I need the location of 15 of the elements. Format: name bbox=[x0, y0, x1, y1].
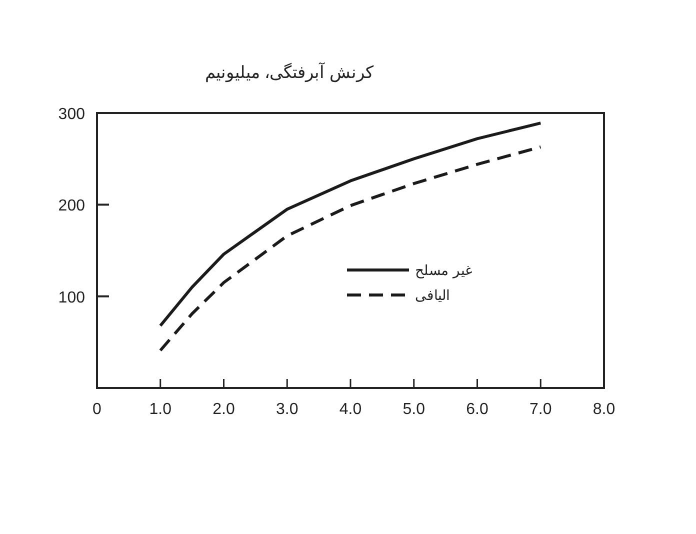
y-tick-label: 200 bbox=[58, 198, 86, 215]
y-tick-label: 100 bbox=[58, 289, 86, 306]
x-tick-label: 6.0 bbox=[466, 401, 488, 418]
x-tick-label: 5.0 bbox=[402, 401, 426, 418]
x-tick-label: 1.0 bbox=[149, 401, 172, 418]
legend-label: الیافی bbox=[415, 287, 450, 303]
x-tick-label: 2.0 bbox=[212, 401, 235, 418]
x-tick-label: 3.0 bbox=[276, 401, 298, 418]
x-tick-label: 4.0 bbox=[339, 401, 362, 418]
x-tick-label: 7.0 bbox=[530, 401, 552, 418]
legend-label: غیر مسلح bbox=[415, 262, 472, 279]
x-tick-label: 8.0 bbox=[592, 401, 616, 418]
x-tick-label: 0 bbox=[92, 401, 102, 418]
y-tick-label: 300 bbox=[58, 106, 86, 123]
y-axis-title: کرنش آبرفتگی، میلیونیم bbox=[205, 61, 374, 83]
